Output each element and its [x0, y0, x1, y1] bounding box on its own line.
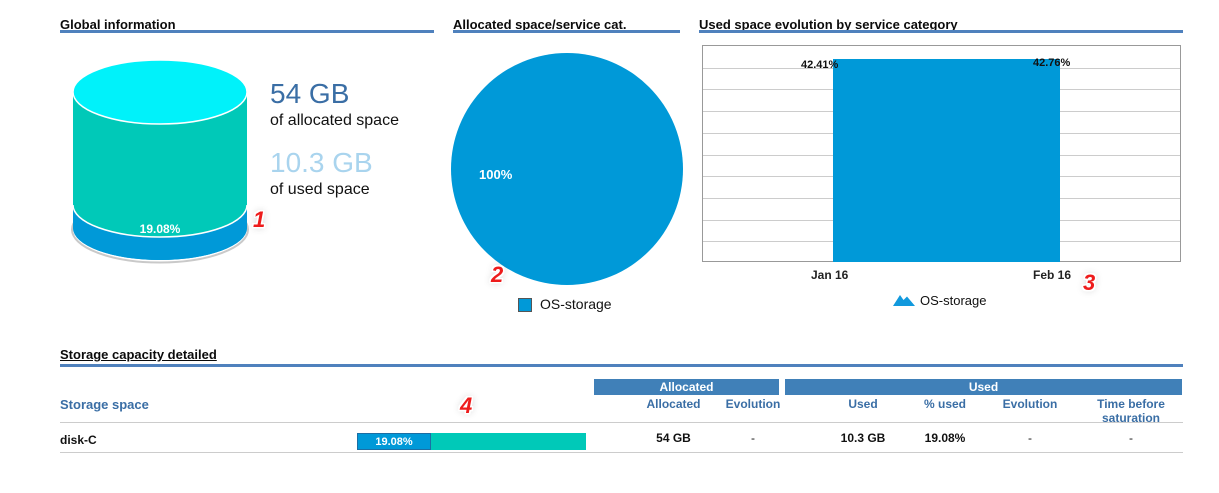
svg-text:19.08%: 19.08% — [140, 222, 181, 236]
svg-text:100%: 100% — [479, 167, 513, 182]
